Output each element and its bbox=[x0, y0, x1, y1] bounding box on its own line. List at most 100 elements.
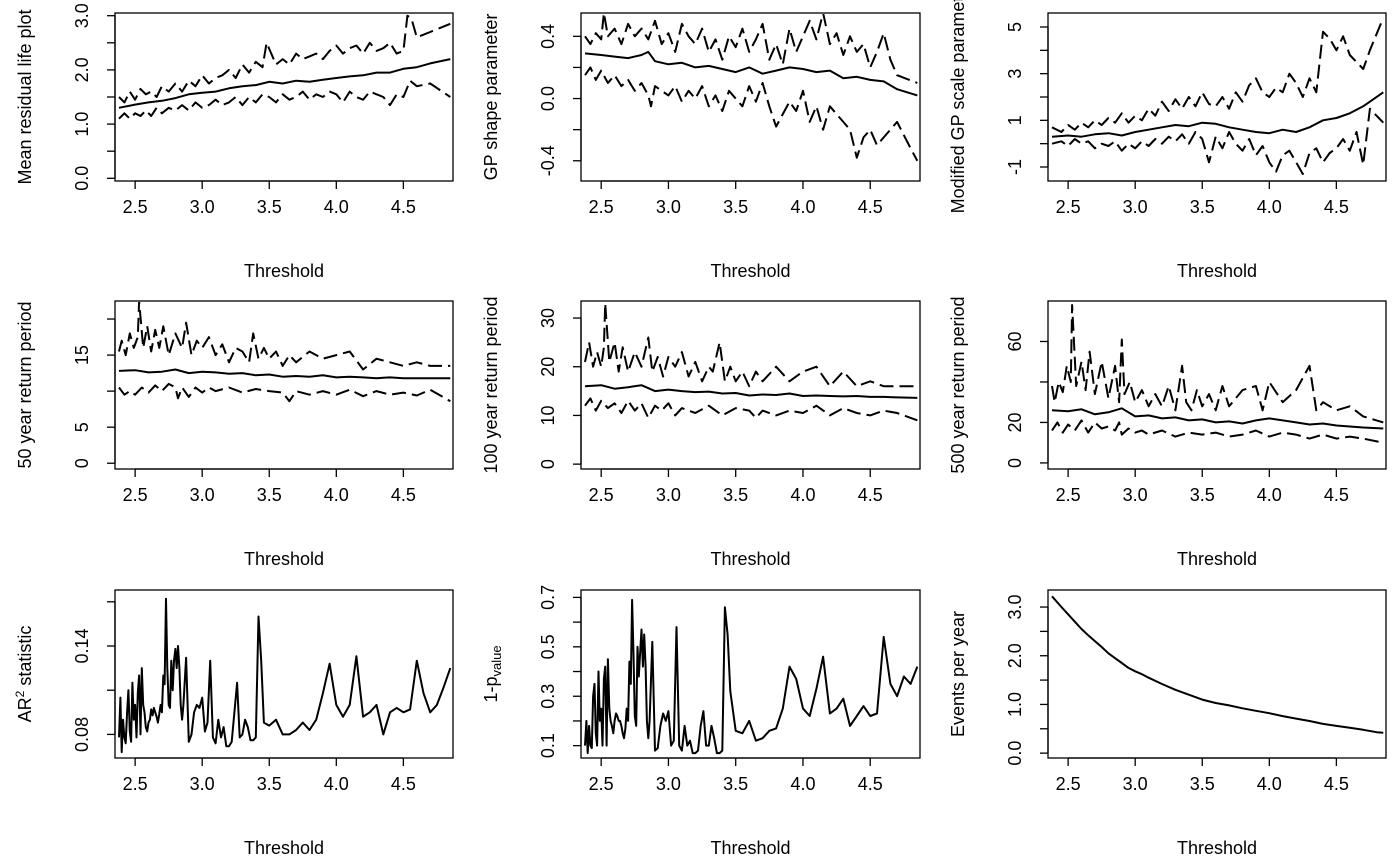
plot-frame bbox=[580, 300, 921, 470]
confidence-bound-line bbox=[1051, 107, 1385, 175]
series-group bbox=[118, 302, 451, 403]
x-tick-label: 3.5 bbox=[257, 485, 282, 505]
x-axis-title: Threshold bbox=[1177, 549, 1257, 569]
y-axis-title: AR2 statistic bbox=[13, 626, 35, 723]
y-axis: 0 20 60 500 year return period bbox=[948, 296, 1049, 474]
y-axis: -1 1 3 5 Modified GP scale parameter bbox=[948, 0, 1049, 213]
x-tick-label: 3.0 bbox=[656, 485, 681, 505]
y-axis: 0 5 15 50 year return period bbox=[15, 301, 116, 469]
confidence-bound-line bbox=[118, 79, 451, 120]
x-tick-label: 3.5 bbox=[257, 774, 282, 794]
y-tick-label: 0.5 bbox=[538, 634, 558, 659]
estimate-line bbox=[118, 597, 452, 754]
y-tick-label: 3 bbox=[1005, 69, 1025, 79]
panel-9: 2.5 3.0 3.5 4.0 4.5 Threshold 0.0 1.0 2.0 3.0 Even… bbox=[948, 589, 1387, 858]
confidence-bound-line bbox=[584, 66, 919, 162]
y-tick-label: 0.08 bbox=[72, 717, 92, 752]
series-group bbox=[584, 598, 919, 755]
panel-1: 2.5 3.0 3.5 4.0 4.5 Threshold 0.0 1.0 2.0 3.0 Mean… bbox=[15, 3, 454, 281]
y-tick-label: 0.0 bbox=[538, 86, 558, 111]
y-tick-label: 15 bbox=[72, 345, 92, 365]
panel-8: 2.5 3.0 3.5 4.0 4.5 Threshold 0.1 0.3 0.5 0.7 1-pv… bbox=[481, 585, 921, 858]
x-axis-title: Threshold bbox=[710, 261, 790, 281]
series-group bbox=[1051, 17, 1385, 175]
y-tick-label: 0.3 bbox=[538, 684, 558, 709]
x-tick-label: 4.0 bbox=[324, 774, 349, 794]
y-axis: 0.08 0.14 AR2 statistic bbox=[13, 601, 116, 752]
y-tick-label: 20 bbox=[1005, 412, 1025, 432]
series-group bbox=[1051, 595, 1384, 734]
x-tick-label: 3.5 bbox=[723, 197, 748, 217]
y-tick-label: 20 bbox=[538, 357, 558, 377]
y-axis-title: 1-pvalue bbox=[481, 645, 504, 702]
x-tick-label: 3.0 bbox=[1123, 774, 1148, 794]
x-tick-label: 3.5 bbox=[723, 774, 748, 794]
plot-frame bbox=[1047, 589, 1387, 759]
series-group bbox=[584, 302, 918, 422]
x-tick-label: 4.0 bbox=[790, 485, 815, 505]
x-tick-label: 2.5 bbox=[1056, 774, 1081, 794]
x-tick-label: 2.5 bbox=[589, 485, 614, 505]
x-tick-label: 4.5 bbox=[391, 485, 416, 505]
x-tick-label: 4.5 bbox=[391, 197, 416, 217]
y-tick-label: 2.0 bbox=[1005, 643, 1025, 668]
x-tick-label: 3.5 bbox=[257, 197, 282, 217]
confidence-bound-line bbox=[118, 382, 451, 403]
plot-frame bbox=[580, 12, 921, 182]
y-tick-label: 0.0 bbox=[1005, 741, 1025, 766]
estimate-line bbox=[584, 50, 918, 97]
x-tick-label: 4.0 bbox=[1257, 485, 1282, 505]
y-tick-label: 30 bbox=[538, 308, 558, 328]
estimate-line bbox=[1051, 91, 1384, 138]
y-tick-label: 5 bbox=[1005, 22, 1025, 32]
confidence-bound-line bbox=[584, 397, 918, 422]
y-axis: 0.1 0.3 0.5 0.7 1-pvalue bbox=[481, 585, 582, 758]
x-tick-label: 4.0 bbox=[1257, 197, 1282, 217]
x-tick-label: 4.5 bbox=[1324, 485, 1349, 505]
x-axis: 2.5 3.0 3.5 4.0 4.5 Threshold bbox=[123, 468, 416, 569]
x-tick-label: 3.5 bbox=[723, 485, 748, 505]
y-tick-label: 1.0 bbox=[1005, 692, 1025, 717]
y-axis: 0 10 20 30 100 year return period bbox=[481, 296, 582, 474]
x-axis: 2.5 3.0 3.5 4.0 4.5 Threshold bbox=[123, 757, 416, 858]
x-axis-title: Threshold bbox=[1177, 261, 1257, 281]
estimate-line bbox=[1051, 595, 1384, 734]
y-tick-label: 0.14 bbox=[72, 628, 92, 663]
y-tick-label: 0 bbox=[538, 459, 558, 469]
y-tick-label: 5 bbox=[72, 422, 92, 432]
x-tick-label: 3.0 bbox=[656, 197, 681, 217]
confidence-bound-line bbox=[1051, 419, 1384, 444]
y-tick-label: 0 bbox=[1005, 458, 1025, 468]
x-tick-label: 2.5 bbox=[1056, 485, 1081, 505]
y-tick-label: 3.0 bbox=[1005, 595, 1025, 620]
x-axis: 2.5 3.0 3.5 4.0 4.5 Threshold bbox=[589, 468, 883, 569]
y-tick-label: 0.1 bbox=[538, 733, 558, 758]
panel-5: 2.5 3.0 3.5 4.0 4.5 Threshold 0 10 20 30 100 year … bbox=[481, 296, 921, 569]
x-tick-label: 2.5 bbox=[589, 774, 614, 794]
x-axis: 2.5 3.0 3.5 4.0 4.5 Threshold bbox=[1056, 757, 1349, 858]
y-tick-label: 10 bbox=[538, 405, 558, 425]
y-tick-label: 3.0 bbox=[72, 3, 92, 28]
x-tick-label: 2.5 bbox=[123, 485, 148, 505]
confidence-bound-line bbox=[1051, 304, 1384, 424]
estimate-line bbox=[118, 368, 451, 380]
x-axis-title: Threshold bbox=[710, 549, 790, 569]
panel-3: 2.5 3.0 3.5 4.0 4.5 Threshold -1 1 3 5 Modified GP… bbox=[948, 0, 1387, 281]
x-tick-label: 4.0 bbox=[1257, 774, 1282, 794]
series-group bbox=[118, 597, 452, 754]
confidence-bound-line bbox=[118, 302, 451, 371]
x-axis-title: Threshold bbox=[710, 838, 790, 858]
y-axis-title: 50 year return period bbox=[15, 301, 35, 468]
y-axis: -0.4 0.0 0.4 GP shape parameter bbox=[481, 14, 582, 180]
series-group bbox=[584, 14, 919, 162]
y-tick-label: 1 bbox=[1005, 115, 1025, 125]
x-axis-title: Threshold bbox=[244, 261, 324, 281]
y-axis: 0.0 1.0 2.0 3.0 Events per year bbox=[948, 595, 1049, 766]
y-tick-label: 0.0 bbox=[72, 166, 92, 191]
estimate-line bbox=[118, 58, 451, 109]
y-axis-title: Events per year bbox=[948, 611, 968, 737]
x-tick-label: 4.0 bbox=[790, 774, 815, 794]
panel-4: 2.5 3.0 3.5 4.0 4.5 Threshold 0 5 15 50 year retu… bbox=[15, 300, 454, 569]
x-axis: 2.5 3.0 3.5 4.0 4.5 Threshold bbox=[123, 180, 416, 281]
